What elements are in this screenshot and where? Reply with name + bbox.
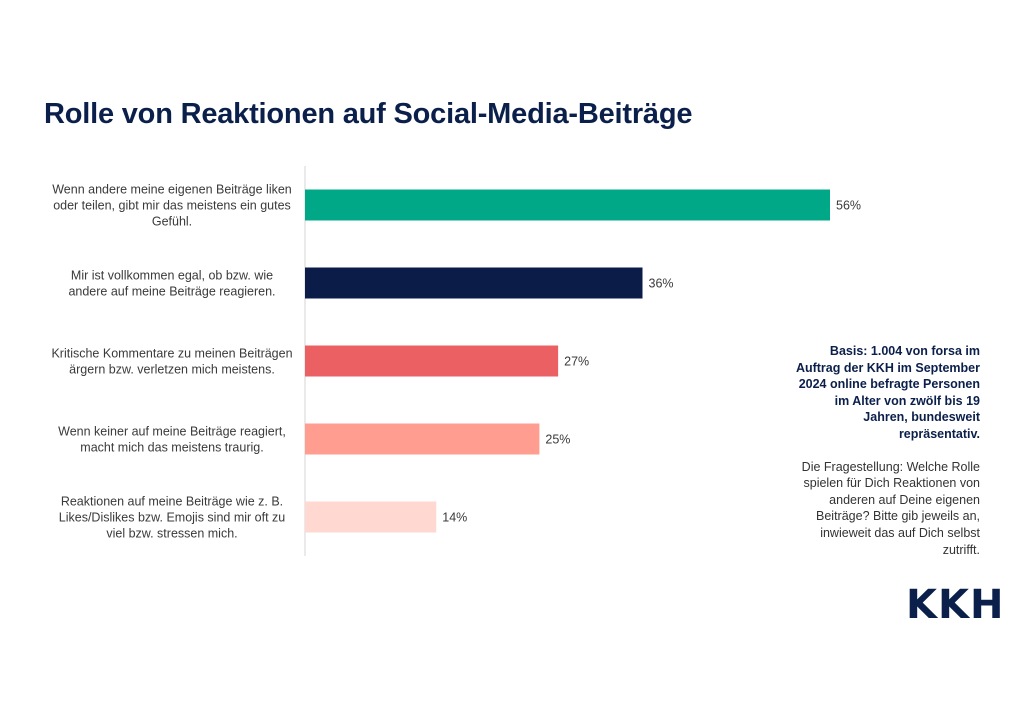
category-label-2: Mir ist vollkommen egal, ob bzw. wie ande…: [68, 269, 275, 299]
value-label-3: 27%: [564, 355, 589, 369]
category-label-line: andere auf meine Beiträge reagieren.: [68, 285, 275, 299]
bar-1: [305, 189, 830, 221]
bar-5: [305, 501, 437, 533]
value-label-4: 25%: [545, 433, 570, 447]
bar-group: 56% Wenn andere meine eigenen Beiträge li…: [51, 183, 861, 541]
side-note: Basis: 1.004 von forsa im Auftrag der KK…: [790, 343, 980, 558]
value-label-5: 14%: [442, 511, 467, 525]
bar-3: [305, 345, 559, 377]
category-label-line: Wenn andere meine eigenen Beiträge liken: [52, 183, 292, 197]
category-label-5: Reaktionen auf meine Beiträge wie z. B. L…: [59, 495, 286, 541]
category-label-line: oder teilen, gibt mir das meistens ein g…: [53, 199, 291, 213]
category-label-line: Likes/Dislikes bzw. Emojis sind mir oft …: [59, 511, 286, 525]
category-label-line: Mir ist vollkommen egal, ob bzw. wie: [71, 269, 273, 283]
category-label-line: Kritische Kommentare zu meinen Beiträgen: [51, 347, 292, 361]
value-label-1: 56%: [836, 199, 861, 213]
category-label-3: Kritische Kommentare zu meinen Beiträgen…: [51, 347, 292, 377]
bar-4: [305, 423, 540, 455]
value-label-2: 36%: [649, 277, 674, 291]
category-label-1: Wenn andere meine eigenen Beiträge liken…: [52, 183, 292, 229]
category-label-line: Wenn keiner auf meine Beiträge reagiert,: [58, 425, 286, 439]
category-label-line: Gefühl.: [152, 215, 192, 229]
category-label-line: Reaktionen auf meine Beiträge wie z. B.: [61, 495, 283, 509]
category-label-line: ärgern bzw. verletzen mich meistens.: [69, 363, 275, 377]
category-label-line: viel bzw. stressen mich.: [106, 527, 237, 541]
chart-title: Rolle von Reaktionen auf Social-Media-Be…: [44, 98, 693, 130]
bar-2: [305, 267, 643, 299]
category-label-line: macht mich das meistens traurig.: [80, 441, 263, 455]
question-note: Die Fragestellung: Welche Rolle spielen …: [801, 459, 980, 557]
kkh-logo: KKH: [906, 582, 1005, 628]
category-label-4: Wenn keiner auf meine Beiträge reagiert,…: [58, 425, 286, 455]
basis-note: Basis: 1.004 von forsa im Auftrag der KK…: [795, 344, 980, 441]
